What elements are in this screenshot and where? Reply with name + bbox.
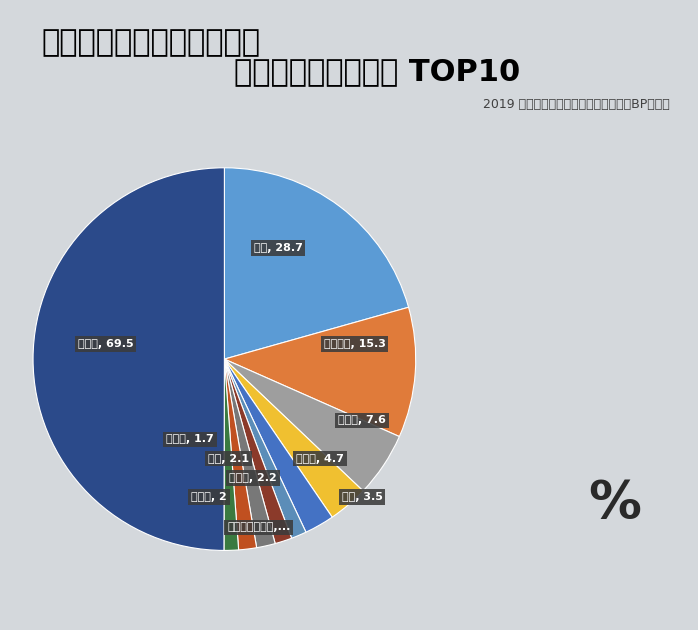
Wedge shape [224,359,363,517]
Text: カナダ, 1.7: カナダ, 1.7 [166,435,214,444]
Text: サウジアラビア,...: サウジアラビア,... [227,522,290,532]
Text: 世界の国ランキング TOP10: 世界の国ランキング TOP10 [234,57,520,86]
Text: 中国, 28.7: 中国, 28.7 [253,243,302,253]
Wedge shape [224,359,292,544]
Wedge shape [224,359,399,491]
Wedge shape [224,307,416,437]
Wedge shape [33,168,224,551]
Text: 日本, 3.5: 日本, 3.5 [342,492,383,502]
Wedge shape [224,359,332,532]
Wedge shape [224,359,257,550]
Text: アメリカ, 15.3: アメリカ, 15.3 [324,339,385,349]
Text: 二酸化炭素を排出している: 二酸化炭素を排出している [42,28,261,57]
Text: その他, 69.5: その他, 69.5 [78,339,133,349]
Text: 韓国, 2.1: 韓国, 2.1 [207,454,248,464]
Text: インド, 7.6: インド, 7.6 [339,415,386,425]
Text: 2019 年発表の国際エネルギー企業の「BP」より: 2019 年発表の国際エネルギー企業の「BP」より [483,98,670,111]
Text: イラン, 2: イラン, 2 [191,492,227,502]
Wedge shape [224,168,408,359]
Wedge shape [224,359,239,551]
Text: ロシア, 4.7: ロシア, 4.7 [296,454,344,464]
Wedge shape [224,359,275,547]
Text: %: % [588,478,641,530]
Wedge shape [224,359,306,538]
Text: ドイツ, 2.2: ドイツ, 2.2 [229,472,277,483]
